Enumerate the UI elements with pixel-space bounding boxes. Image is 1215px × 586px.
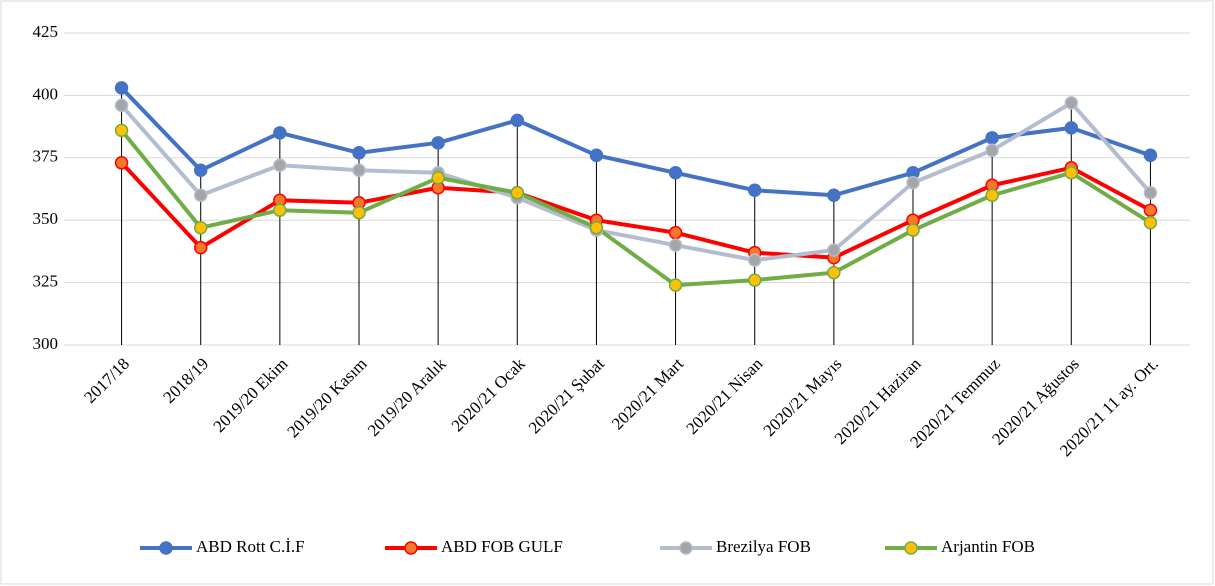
legend-label: ABD Rott C.İ.F	[196, 537, 305, 556]
series-line	[120, 161, 1152, 260]
point	[985, 188, 999, 202]
point	[1064, 121, 1079, 135]
legend-marker	[404, 541, 418, 555]
point	[193, 220, 208, 235]
y-tick-label: 375	[33, 147, 59, 166]
point	[193, 188, 208, 202]
point	[510, 113, 525, 128]
point	[352, 146, 366, 160]
point	[668, 225, 683, 240]
point	[747, 273, 762, 287]
point	[827, 188, 841, 202]
point	[827, 265, 841, 280]
legend-marker	[159, 541, 173, 555]
point	[431, 171, 445, 185]
point	[352, 205, 366, 220]
point	[114, 156, 129, 170]
point	[352, 163, 366, 178]
point	[1143, 215, 1158, 230]
y-tick-label: 325	[33, 272, 59, 291]
series-line	[120, 129, 1152, 288]
point	[906, 176, 920, 190]
series-line	[120, 86, 1152, 198]
point	[985, 143, 999, 158]
point	[1143, 185, 1158, 200]
legend-label: Brezilya FOB	[716, 537, 811, 556]
point	[1064, 96, 1079, 110]
y-tick-label: 425	[33, 22, 59, 41]
point	[589, 148, 604, 163]
point	[1143, 203, 1158, 217]
point	[273, 158, 287, 173]
point	[906, 223, 920, 237]
legend-marker	[679, 541, 693, 555]
point	[747, 253, 762, 267]
point	[747, 183, 762, 197]
point	[1064, 166, 1079, 180]
point	[193, 163, 208, 178]
point	[273, 126, 287, 140]
point	[985, 131, 999, 145]
point	[114, 81, 129, 95]
point	[1143, 148, 1158, 163]
point	[431, 136, 445, 150]
legend-marker	[904, 541, 918, 555]
point	[114, 123, 129, 138]
point	[827, 243, 841, 257]
point	[114, 98, 129, 113]
series-line	[120, 100, 1152, 263]
point	[510, 185, 525, 200]
point	[193, 240, 208, 255]
point	[668, 166, 683, 180]
point	[589, 220, 604, 235]
y-tick-label: 350	[33, 209, 59, 228]
legend-label: ABD FOB GULF	[441, 537, 563, 556]
y-tick-label: 400	[33, 84, 59, 103]
point	[273, 203, 287, 217]
legend-label: Arjantin FOB	[941, 537, 1035, 556]
y-tick-label: 300	[33, 334, 59, 353]
point	[668, 278, 683, 292]
point	[668, 238, 683, 252]
